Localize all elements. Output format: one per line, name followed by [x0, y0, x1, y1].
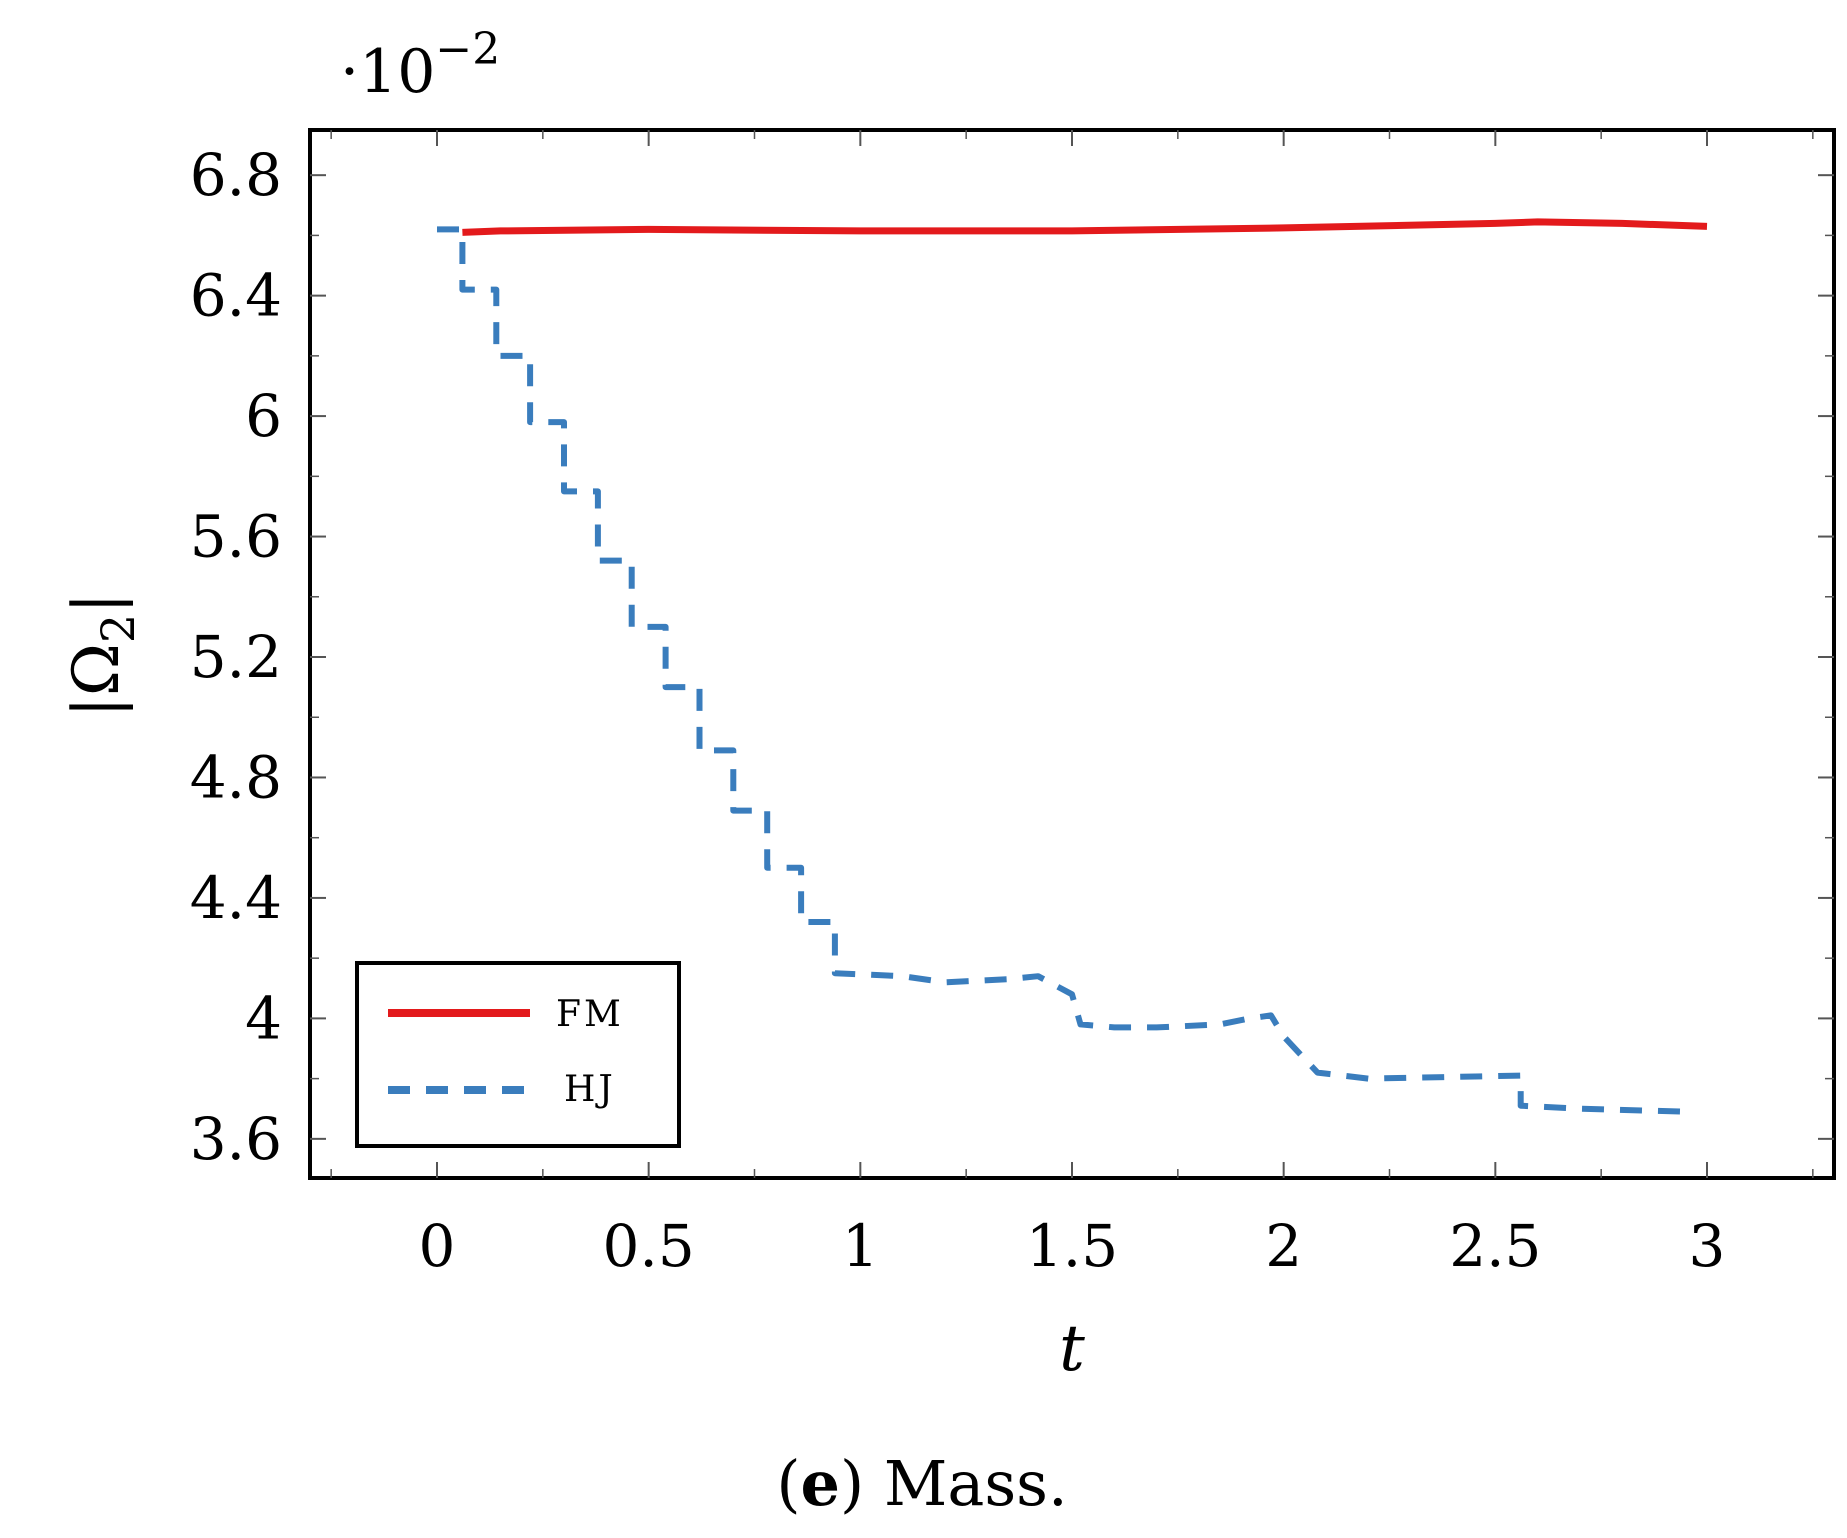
x-tick-label: 3	[1689, 1212, 1726, 1280]
y-tick-label: 6.8	[190, 141, 282, 209]
legend-box	[355, 961, 681, 1148]
y-tick-label: 6.4	[190, 262, 282, 330]
legend: FM HJ	[355, 961, 681, 1148]
y-tick-label: 6	[245, 382, 282, 450]
y-tick-label: 4.8	[190, 743, 282, 811]
y-scale-prefix: ·10	[340, 37, 435, 107]
y-tick-label: 3.6	[190, 1105, 282, 1173]
y-axis-label-sub: 2	[91, 614, 145, 643]
y-axis-label-main: |Ω	[60, 643, 134, 718]
legend-label-hj: HJ	[564, 1069, 616, 1110]
series-line-fm	[462, 218, 1708, 236]
x-tick-label: 1.5	[1026, 1212, 1118, 1280]
legend-label-fm: FM	[556, 994, 624, 1035]
y-scale-exponent: −2	[435, 24, 500, 75]
caption-text: Mass.	[864, 1447, 1068, 1520]
series-layer	[437, 218, 1708, 1115]
caption-open: (	[776, 1447, 800, 1520]
tick-marks	[310, 130, 1834, 1178]
y-tick-label: 5.2	[190, 623, 282, 691]
series-line-hj	[437, 226, 1686, 1115]
figure-caption: (e) Mass.	[776, 1447, 1067, 1520]
y-tick-label: 4.4	[190, 864, 282, 932]
y-tick-label: 4	[245, 984, 282, 1052]
y-tick-labels: 3.6 4 4.4 4.8 5.2 5.6 6 6.4 6.8	[190, 141, 282, 1173]
x-tick-labels: 0 0.5 1 1.5 2 2.5 3	[419, 1212, 1726, 1280]
y-scale-factor: ·10−2	[340, 24, 500, 107]
x-tick-label: 2	[1265, 1212, 1302, 1280]
x-tick-label: 0	[419, 1212, 456, 1280]
y-tick-label: 5.6	[190, 503, 282, 571]
y-axis-label: |Ω2|	[60, 592, 145, 717]
caption-letter: e	[801, 1447, 840, 1520]
x-tick-label: 2.5	[1449, 1212, 1541, 1280]
x-axis-label: t	[1059, 1312, 1085, 1386]
x-tick-label: 1	[842, 1212, 879, 1280]
svg-text:|Ω2|: |Ω2|	[60, 592, 145, 717]
x-tick-label: 0.5	[603, 1212, 695, 1280]
y-axis-label-close: |	[60, 592, 134, 614]
caption-close: )	[840, 1447, 864, 1520]
